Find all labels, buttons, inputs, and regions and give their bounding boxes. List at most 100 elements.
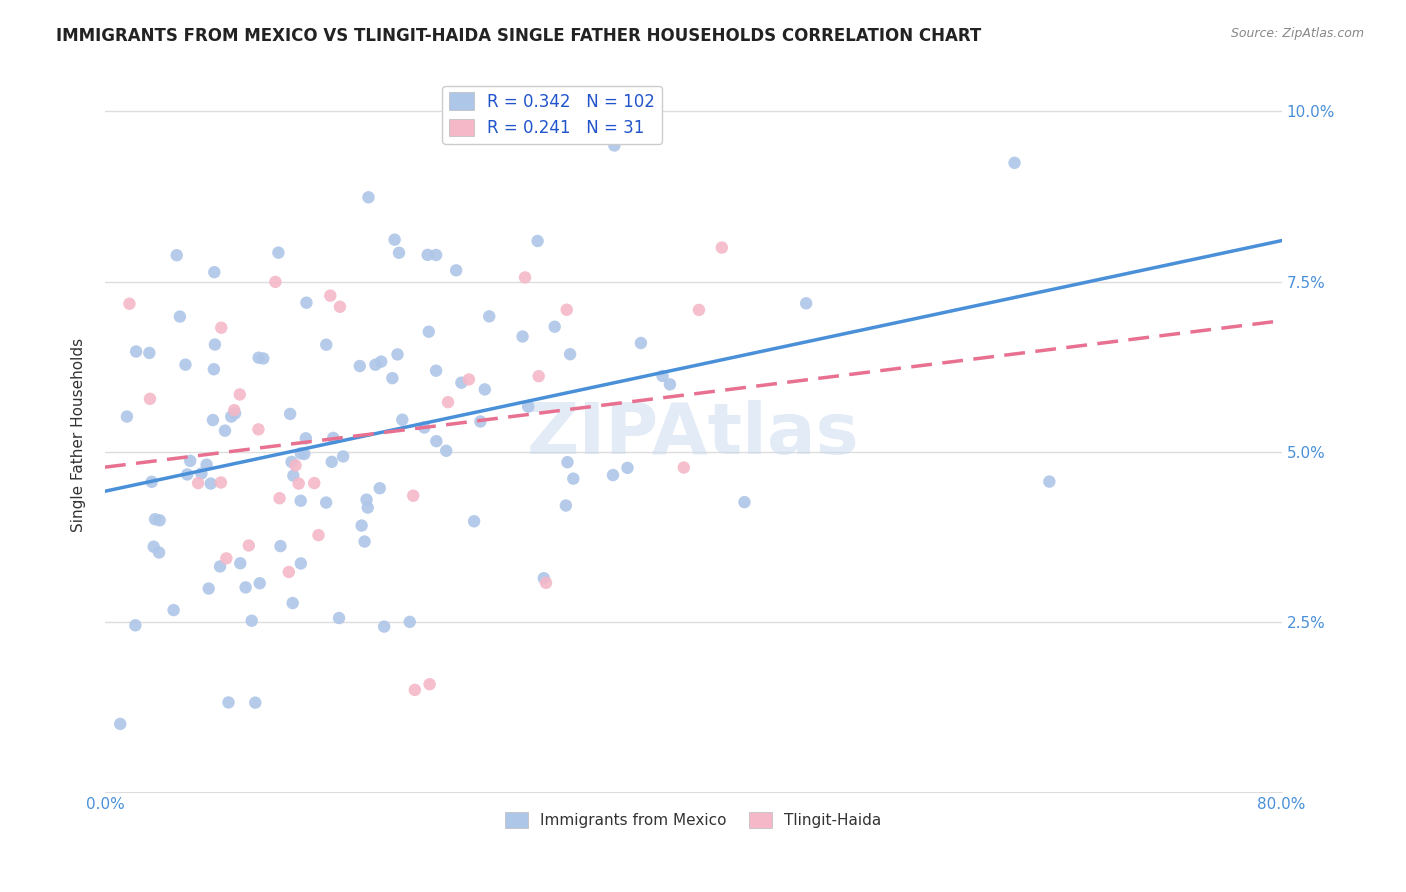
Point [240,614,263,628]
Point [630,336,652,351]
Point [517,400,540,414]
Point [527,369,550,384]
Text: IMMIGRANTS FROM MEXICO VS TLINGIT-HAIDA SINGLE FATHER HOUSEHOLDS CORRELATION CHA: IMMIGRANTS FROM MEXICO VS TLINGIT-HAIDA … [56,27,981,45]
Point [554,499,576,513]
Point [425,434,447,449]
Point [304,476,326,491]
Point [290,446,312,460]
Y-axis label: Single Father Households: Single Father Households [72,338,86,532]
Point [229,387,252,401]
Point [332,450,354,464]
Point [404,682,426,697]
Point [247,351,270,365]
Point [349,359,371,373]
Point [616,461,638,475]
Point [1004,156,1026,170]
Point [322,431,344,445]
Point [287,476,309,491]
Point [463,514,485,528]
Point [368,481,391,495]
Point [290,557,312,571]
Point [200,476,222,491]
Point [269,539,291,553]
Point [474,383,496,397]
Point [247,422,270,436]
Point [281,596,304,610]
Point [249,576,271,591]
Point [658,377,681,392]
Point [166,248,188,262]
Point [209,475,232,490]
Point [526,234,548,248]
Point [425,248,447,262]
Point [357,500,380,515]
Point [350,518,373,533]
Point [402,489,425,503]
Point [179,454,201,468]
Point [142,540,165,554]
Point [388,245,411,260]
Point [209,559,232,574]
Point [115,409,138,424]
Point [381,371,404,385]
Point [370,354,392,368]
Point [710,241,733,255]
Point [356,492,378,507]
Point [558,347,581,361]
Point [197,582,219,596]
Point [478,310,501,324]
Point [533,571,555,585]
Point [202,265,225,279]
Point [195,458,218,472]
Point [162,603,184,617]
Point [219,409,242,424]
Point [557,455,579,469]
Point [328,611,350,625]
Point [201,413,224,427]
Point [1038,475,1060,489]
Text: ZIPAtlas: ZIPAtlas [527,401,859,469]
Point [419,677,441,691]
Point [602,468,624,483]
Point [143,512,166,526]
Point [283,468,305,483]
Point [209,320,232,334]
Point [437,395,460,409]
Point [149,513,172,527]
Point [398,615,420,629]
Point [139,392,162,406]
Point [444,263,467,277]
Point [470,415,492,429]
Point [534,575,557,590]
Point [794,296,817,310]
Point [224,406,246,420]
Point [125,344,148,359]
Point [513,270,536,285]
Point [290,493,312,508]
Point [190,467,212,481]
Point [215,551,238,566]
Point [284,458,307,473]
Point [174,358,197,372]
Point [321,455,343,469]
Point [218,695,240,709]
Legend: Immigrants from Mexico, Tlingit-Haida: Immigrants from Mexico, Tlingit-Haida [499,806,887,834]
Point [357,190,380,204]
Point [319,288,342,302]
Point [329,300,352,314]
Point [434,443,457,458]
Point [688,302,710,317]
Point [176,467,198,482]
Point [416,248,439,262]
Point [148,545,170,559]
Point [235,581,257,595]
Point [384,233,406,247]
Point [280,455,302,469]
Point [413,420,436,434]
Point [458,372,481,386]
Point [651,369,673,384]
Point [110,717,132,731]
Point [512,329,534,343]
Point [267,245,290,260]
Point [295,295,318,310]
